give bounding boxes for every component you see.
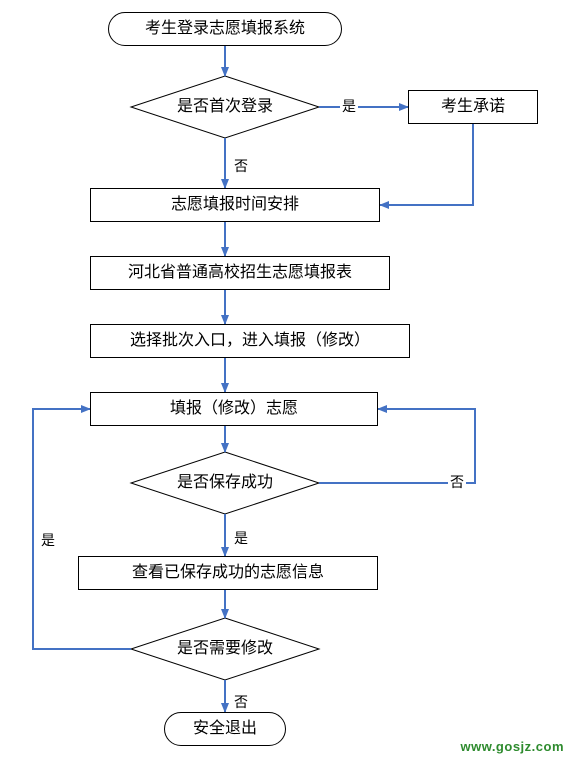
decision-diamond [131, 452, 319, 514]
edge-label: 否 [448, 472, 466, 492]
node-exit: 安全退出 [164, 712, 286, 746]
node-fill: 填报（修改）志愿 [90, 392, 378, 426]
node-label: 选择批次入口，进入填报（修改） [130, 331, 370, 350]
watermark: www.gosjz.com [460, 739, 564, 754]
node-form: 河北省普通高校招生志愿填报表 [90, 256, 390, 290]
edge-d_mod-fill [33, 409, 131, 649]
decision-diamond [131, 76, 319, 138]
node-sched: 志愿填报时间安排 [90, 188, 380, 222]
edge-label: 是 [340, 96, 358, 116]
node-label: 考生登录志愿填报系统 [145, 19, 305, 38]
edge-label: 否 [232, 156, 250, 176]
node-label: 河北省普通高校招生志愿填报表 [128, 263, 352, 282]
decision-diamond [131, 618, 319, 680]
edge-label: 是 [39, 530, 57, 550]
node-select: 选择批次入口，进入填报（修改） [90, 324, 410, 358]
node-label: 查看已保存成功的志愿信息 [132, 563, 324, 582]
node-label: 志愿填报时间安排 [171, 195, 299, 214]
edge-promise-sched [380, 124, 473, 205]
node-label: 安全退出 [193, 719, 257, 738]
node-view: 查看已保存成功的志愿信息 [78, 556, 378, 590]
edge-label: 否 [232, 692, 250, 712]
edge-label: 是 [232, 528, 250, 548]
node-promise: 考生承诺 [408, 90, 538, 124]
node-start: 考生登录志愿填报系统 [108, 12, 342, 46]
watermark-text: www.gosjz.com [460, 739, 564, 754]
node-label: 填报（修改）志愿 [170, 399, 298, 418]
node-label: 考生承诺 [441, 97, 505, 116]
